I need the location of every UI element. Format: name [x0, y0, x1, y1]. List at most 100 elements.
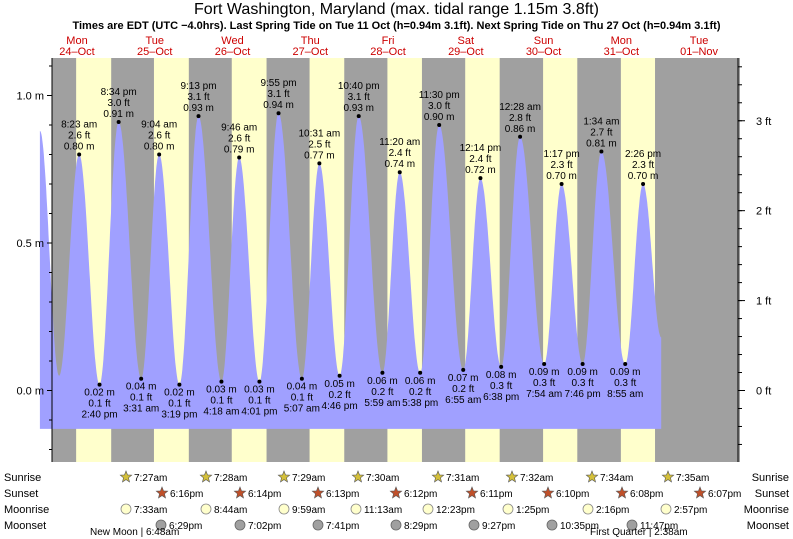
day-of-week-label: Mon	[611, 35, 632, 47]
tide-feet-label: 2.3 ft	[632, 160, 654, 171]
tide-point	[157, 152, 162, 157]
moonset-time: 8:29pm	[404, 521, 437, 532]
sunset-star-icon	[615, 486, 629, 499]
tide-time-label: 9:13 pm	[180, 81, 216, 92]
tide-point	[219, 379, 224, 384]
day-date-label: 30–Oct	[526, 46, 561, 58]
row-label-right: Sunrise	[752, 472, 789, 484]
sunrise-time: 7:28am	[214, 473, 247, 484]
sunset-time: 6:11pm	[480, 489, 513, 500]
moonrise-time: 9:59am	[292, 505, 325, 516]
sunset-star-icon	[233, 486, 247, 499]
tide-point	[580, 361, 585, 366]
tide-feet-label: 0.2 ft	[328, 390, 350, 401]
tide-time-label: 2:26 pm	[625, 149, 661, 160]
sunrise-star-icon	[351, 470, 365, 483]
tide-point	[97, 382, 102, 387]
tide-time-label: 6:55 am	[445, 395, 481, 406]
row-label-right: Moonset	[747, 520, 789, 532]
tide-feet-label: 0.1 ft	[210, 396, 232, 407]
day-date-label: 01–Nov	[680, 46, 718, 58]
tide-feet-label: 0.1 ft	[168, 399, 190, 410]
moonrise-time: 2:57pm	[674, 505, 707, 516]
moonset-icon	[312, 519, 324, 531]
day-date-label: 26–Oct	[215, 46, 250, 58]
tide-time-label: 5:07 am	[284, 404, 320, 415]
day-labels: Mon24–OctTue25–OctWed26–OctThu27–OctFri2…	[59, 35, 718, 58]
tide-meters-label: 0.06 m	[405, 376, 436, 387]
tide-meters-label: 0.06 m	[367, 376, 398, 387]
tide-feet-label: 3.1 ft	[267, 89, 289, 100]
row-label-left: Sunrise	[4, 472, 41, 484]
tide-meters-label: 0.94 m	[263, 100, 294, 111]
tide-feet-label: 2.8 ft	[509, 113, 531, 124]
tide-point	[397, 170, 402, 175]
tide-point	[499, 364, 504, 369]
tide-time-label: 4:01 pm	[241, 407, 277, 418]
tide-feet-label: 3.0 ft	[108, 98, 130, 109]
tide-point	[542, 361, 547, 366]
tide-feet-label: 2.4 ft	[469, 154, 491, 165]
tide-meters-label: 0.02 m	[84, 388, 115, 399]
tide-meters-label: 0.93 m	[343, 103, 374, 114]
sunset-time: 6:13pm	[326, 489, 359, 500]
sunset-star-icon	[541, 486, 555, 499]
tide-feet-label: 2.4 ft	[389, 148, 411, 159]
tide-time-label: 9:55 pm	[260, 78, 296, 89]
tide-point	[356, 114, 361, 119]
tide-feet-label: 0.2 ft	[371, 387, 393, 398]
tide-feet-label: 0.2 ft	[409, 387, 431, 398]
tide-point	[299, 376, 304, 381]
tide-time-label: 10:31 am	[299, 128, 341, 139]
tide-feet-label: 2.3 ft	[550, 160, 572, 171]
moonrise-icon	[660, 503, 672, 515]
tide-point	[177, 382, 182, 387]
chart-title: Fort Washington, Maryland (max. tidal ra…	[194, 1, 599, 18]
tide-meters-label: 0.86 m	[505, 124, 536, 135]
tide-point	[196, 114, 201, 119]
sunset-time: 6:16pm	[170, 489, 203, 500]
moonset-time: 9:27pm	[482, 521, 515, 532]
left-tick-label: 1.0 m	[16, 91, 44, 103]
left-tick-label: 0.5 m	[16, 238, 44, 250]
tide-meters-label: 0.90 m	[424, 112, 455, 123]
tide-point	[559, 182, 564, 186]
moonset-icon	[626, 519, 638, 531]
sunset-star-icon	[465, 486, 479, 499]
moonset-icon	[546, 519, 558, 531]
tide-feet-label: 2.6 ft	[68, 131, 90, 142]
sunset-time: 6:10pm	[556, 489, 589, 500]
tide-time-label: 5:38 pm	[402, 398, 438, 409]
tide-meters-label: 0.91 m	[103, 109, 134, 120]
tide-feet-label: 0.3 ft	[614, 378, 636, 389]
tide-time-label: 7:46 pm	[565, 389, 601, 400]
day-date-label: 29–Oct	[448, 46, 483, 58]
tide-point	[237, 155, 242, 160]
day-date-label: 31–Oct	[604, 46, 639, 58]
day-date-label: 24–Oct	[59, 46, 94, 58]
tide-point	[461, 367, 466, 372]
sunset-time: 6:12pm	[404, 489, 437, 500]
tide-time-label: 2:40 pm	[81, 410, 117, 421]
day-of-week-label: Sat	[458, 35, 475, 47]
tide-feet-label: 0.1 ft	[291, 393, 313, 404]
sunrise-time: 7:29am	[292, 473, 325, 484]
moonrise-icon	[502, 503, 514, 515]
tide-time-label: 4:46 pm	[322, 401, 358, 412]
tide-time-label: 9:46 am	[221, 122, 257, 133]
tide-point	[139, 376, 144, 381]
day-of-week-label: Fri	[382, 35, 395, 47]
tide-time-label: 12:28 am	[499, 102, 541, 113]
tide-feet-label: 0.3 ft	[490, 381, 512, 392]
tide-point	[276, 111, 281, 116]
tide-feet-label: 2.7 ft	[590, 128, 612, 139]
tide-meters-label: 0.74 m	[384, 159, 415, 170]
moonrise-icon	[422, 503, 434, 515]
tide-point	[317, 161, 322, 166]
tide-point	[77, 152, 82, 157]
day-of-week-label: Mon	[66, 35, 87, 47]
tide-meters-label: 0.09 m	[567, 367, 598, 378]
sunrise-star-icon	[277, 470, 291, 483]
row-label-left: Sunset	[4, 488, 38, 500]
